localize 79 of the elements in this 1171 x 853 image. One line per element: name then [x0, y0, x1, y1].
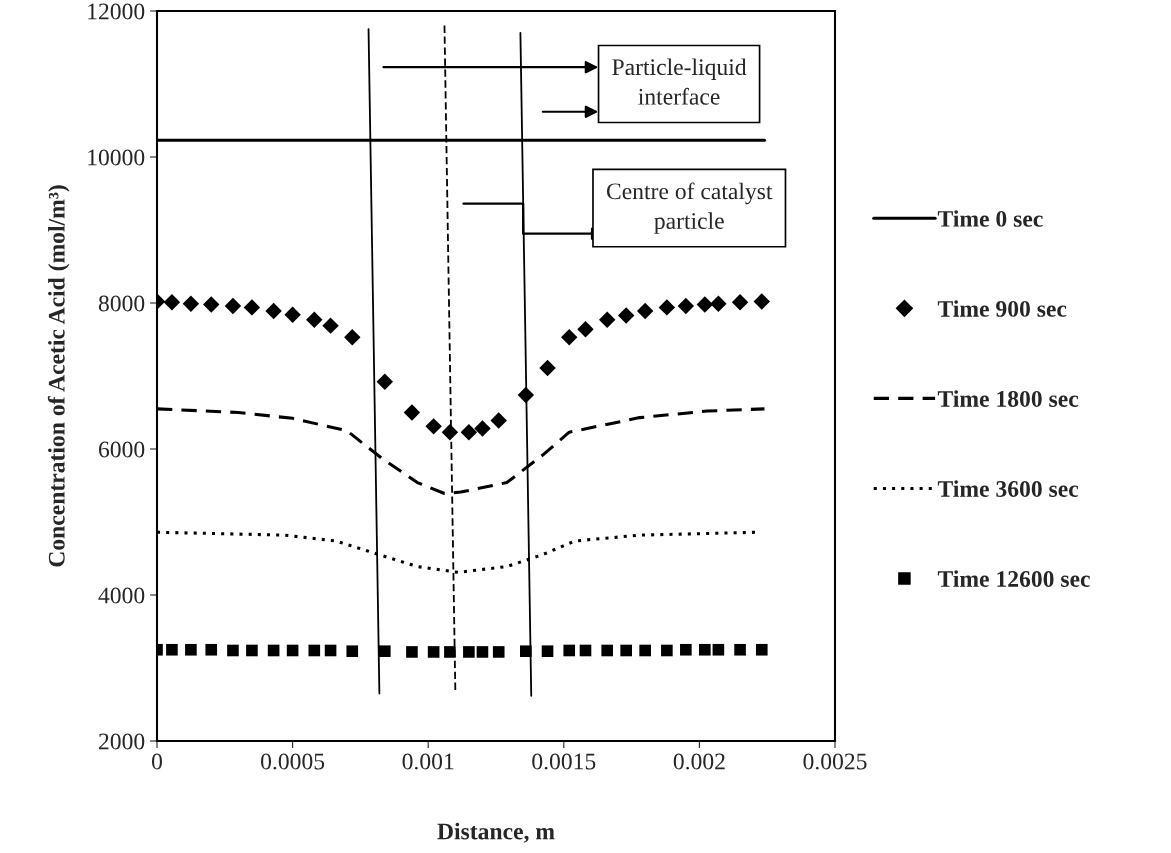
legend-label: Time 900 sec [937, 300, 1067, 317]
point [265, 302, 282, 320]
legend-label: Time 1800 sec [937, 390, 1079, 407]
point [185, 643, 197, 656]
point [476, 646, 489, 658]
point [539, 359, 556, 377]
point [306, 311, 323, 329]
point [166, 643, 178, 656]
point [753, 293, 770, 310]
point [639, 644, 651, 657]
y-tick-label: 6000 [98, 441, 145, 458]
legend-label: Time 12600 sec [937, 570, 1090, 587]
x-tick-label: 0.0025 [803, 753, 867, 770]
point [699, 643, 711, 656]
x-tick-label: 0.001 [402, 753, 454, 770]
point [474, 420, 491, 437]
x-tick-label: 0.0005 [261, 753, 325, 770]
point [227, 644, 239, 657]
point [403, 404, 421, 421]
point [563, 644, 576, 657]
point [601, 644, 613, 657]
point [182, 295, 200, 312]
point [205, 643, 218, 656]
x-axis-title: Distance, m [437, 822, 555, 843]
point [463, 646, 475, 658]
point [598, 311, 616, 329]
point [203, 296, 220, 313]
point [427, 646, 440, 658]
annotation: Centre of catalyst particle [606, 182, 773, 234]
y-tick-label: 12000 [88, 3, 145, 20]
point [661, 644, 673, 657]
point [267, 644, 280, 657]
point [444, 646, 456, 658]
annotation: Particle-liquid interface [612, 58, 747, 105]
point [376, 373, 394, 391]
y-tick-label: 8000 [98, 295, 145, 312]
point [520, 645, 532, 658]
point [636, 302, 654, 320]
point [658, 299, 676, 316]
point [541, 645, 554, 658]
x-tick-label: 0.002 [673, 753, 725, 770]
point [284, 306, 301, 323]
point [492, 646, 505, 658]
point [755, 643, 768, 656]
point [286, 644, 299, 657]
legend-label: Time 0 sec [937, 210, 1043, 227]
legend-label: Time 3600 sec [937, 480, 1079, 497]
y-axis-title: Concentration of Acetic Acid (mol/m³) [47, 185, 70, 567]
point [677, 297, 695, 315]
point [680, 643, 692, 656]
point [579, 644, 592, 657]
point [324, 644, 337, 657]
x-tick-label: 0.0015 [532, 753, 596, 770]
point [379, 645, 391, 658]
point [425, 418, 442, 435]
point [322, 317, 339, 334]
y-tick-label: 2000 [99, 733, 145, 750]
point [346, 645, 359, 658]
point [246, 644, 258, 657]
point [561, 329, 578, 346]
point [734, 643, 746, 656]
y-tick-label: 4000 [98, 587, 145, 604]
point [460, 423, 478, 441]
point [224, 297, 242, 315]
y-tick-label: 10000 [88, 149, 145, 166]
point [344, 329, 361, 346]
point [577, 321, 594, 338]
point [696, 296, 714, 313]
point [163, 294, 181, 311]
point [243, 299, 261, 316]
point [710, 295, 727, 312]
point [406, 646, 418, 658]
point [620, 644, 632, 657]
point [731, 294, 749, 311]
x-tick-label: 0 [152, 753, 162, 770]
point [490, 412, 507, 429]
point [712, 643, 725, 656]
point [617, 307, 635, 324]
point [308, 644, 321, 657]
